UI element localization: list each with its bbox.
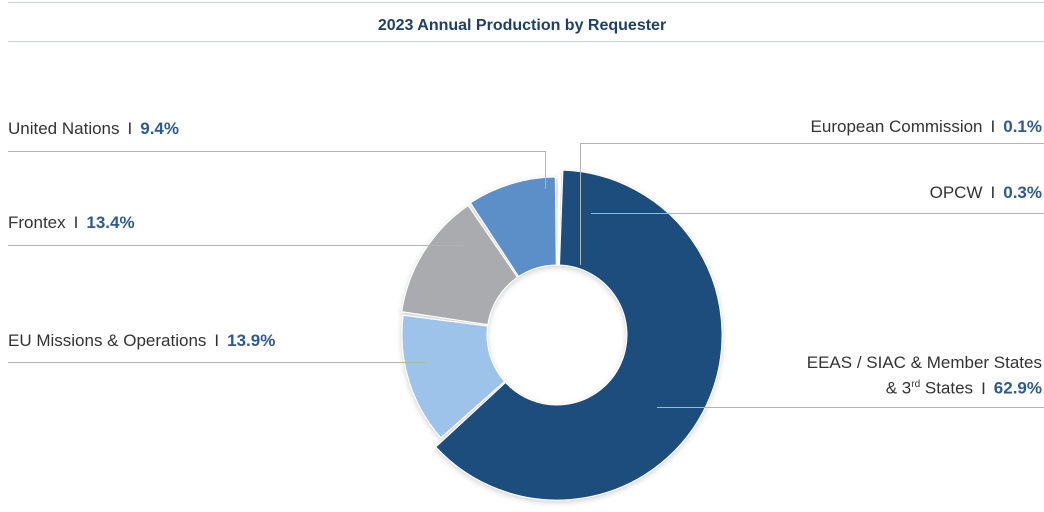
label-separator: I xyxy=(981,378,986,398)
slice-eeas-siac-member-states-3rd-states xyxy=(435,169,723,501)
label-name-line2-post: States xyxy=(920,378,974,398)
label-name: OPCW xyxy=(929,183,983,202)
leader-eu-missions xyxy=(8,362,426,363)
leader-un xyxy=(8,151,546,152)
leader-ec xyxy=(581,143,1044,144)
leader-eeas xyxy=(657,407,1044,408)
slice-united-nations xyxy=(469,176,557,278)
slice-frontex xyxy=(401,204,519,326)
label-name: Frontex xyxy=(8,213,66,232)
label-separator: I xyxy=(990,117,996,136)
label-frontex: Frontex I 13.4% xyxy=(8,212,135,234)
label-name-line2: & 3rd States I 62.9% xyxy=(807,374,1042,400)
label-value: 0.1% xyxy=(1003,117,1042,136)
label-value: 9.4% xyxy=(140,119,179,138)
label-name: United Nations xyxy=(8,119,120,138)
leader-frontex xyxy=(8,245,463,246)
label-name-line2-sup: rd xyxy=(911,379,921,390)
slice-opcw xyxy=(557,174,561,266)
leader-un-drop xyxy=(545,151,546,189)
label-value: 13.4% xyxy=(86,213,135,232)
label-name: European Commission xyxy=(810,117,983,136)
leader-ec-drop xyxy=(580,143,581,265)
label-separator: I xyxy=(214,331,220,350)
label-name-line2-pre: & 3 xyxy=(885,378,912,398)
label-separator: I xyxy=(73,213,79,232)
label-separator: I xyxy=(127,119,133,138)
label-name: EU Missions & Operations xyxy=(8,331,207,350)
slice-eu-missions-operations xyxy=(401,314,506,439)
label-eeas: EEAS / SIAC & Member States & 3rd States… xyxy=(807,352,1042,400)
label-european-commission: European Commission I 0.1% xyxy=(811,116,1042,138)
label-value: 13.9% xyxy=(227,331,276,350)
title-underline xyxy=(8,41,1044,42)
label-separator: I xyxy=(990,183,996,202)
top-rule xyxy=(8,2,1044,3)
label-value: 0.3% xyxy=(1003,183,1042,202)
label-name-line1: EEAS / SIAC & Member States xyxy=(806,353,1042,372)
label-united-nations: United Nations I 9.4% xyxy=(8,118,179,140)
label-value: 62.9% xyxy=(993,378,1042,398)
leader-opcw xyxy=(591,213,1044,214)
label-eu-missions: EU Missions & Operations I 13.9% xyxy=(8,330,275,352)
chart-title: 2023 Annual Production by Requester xyxy=(377,17,667,34)
label-opcw: OPCW I 0.3% xyxy=(930,182,1042,204)
